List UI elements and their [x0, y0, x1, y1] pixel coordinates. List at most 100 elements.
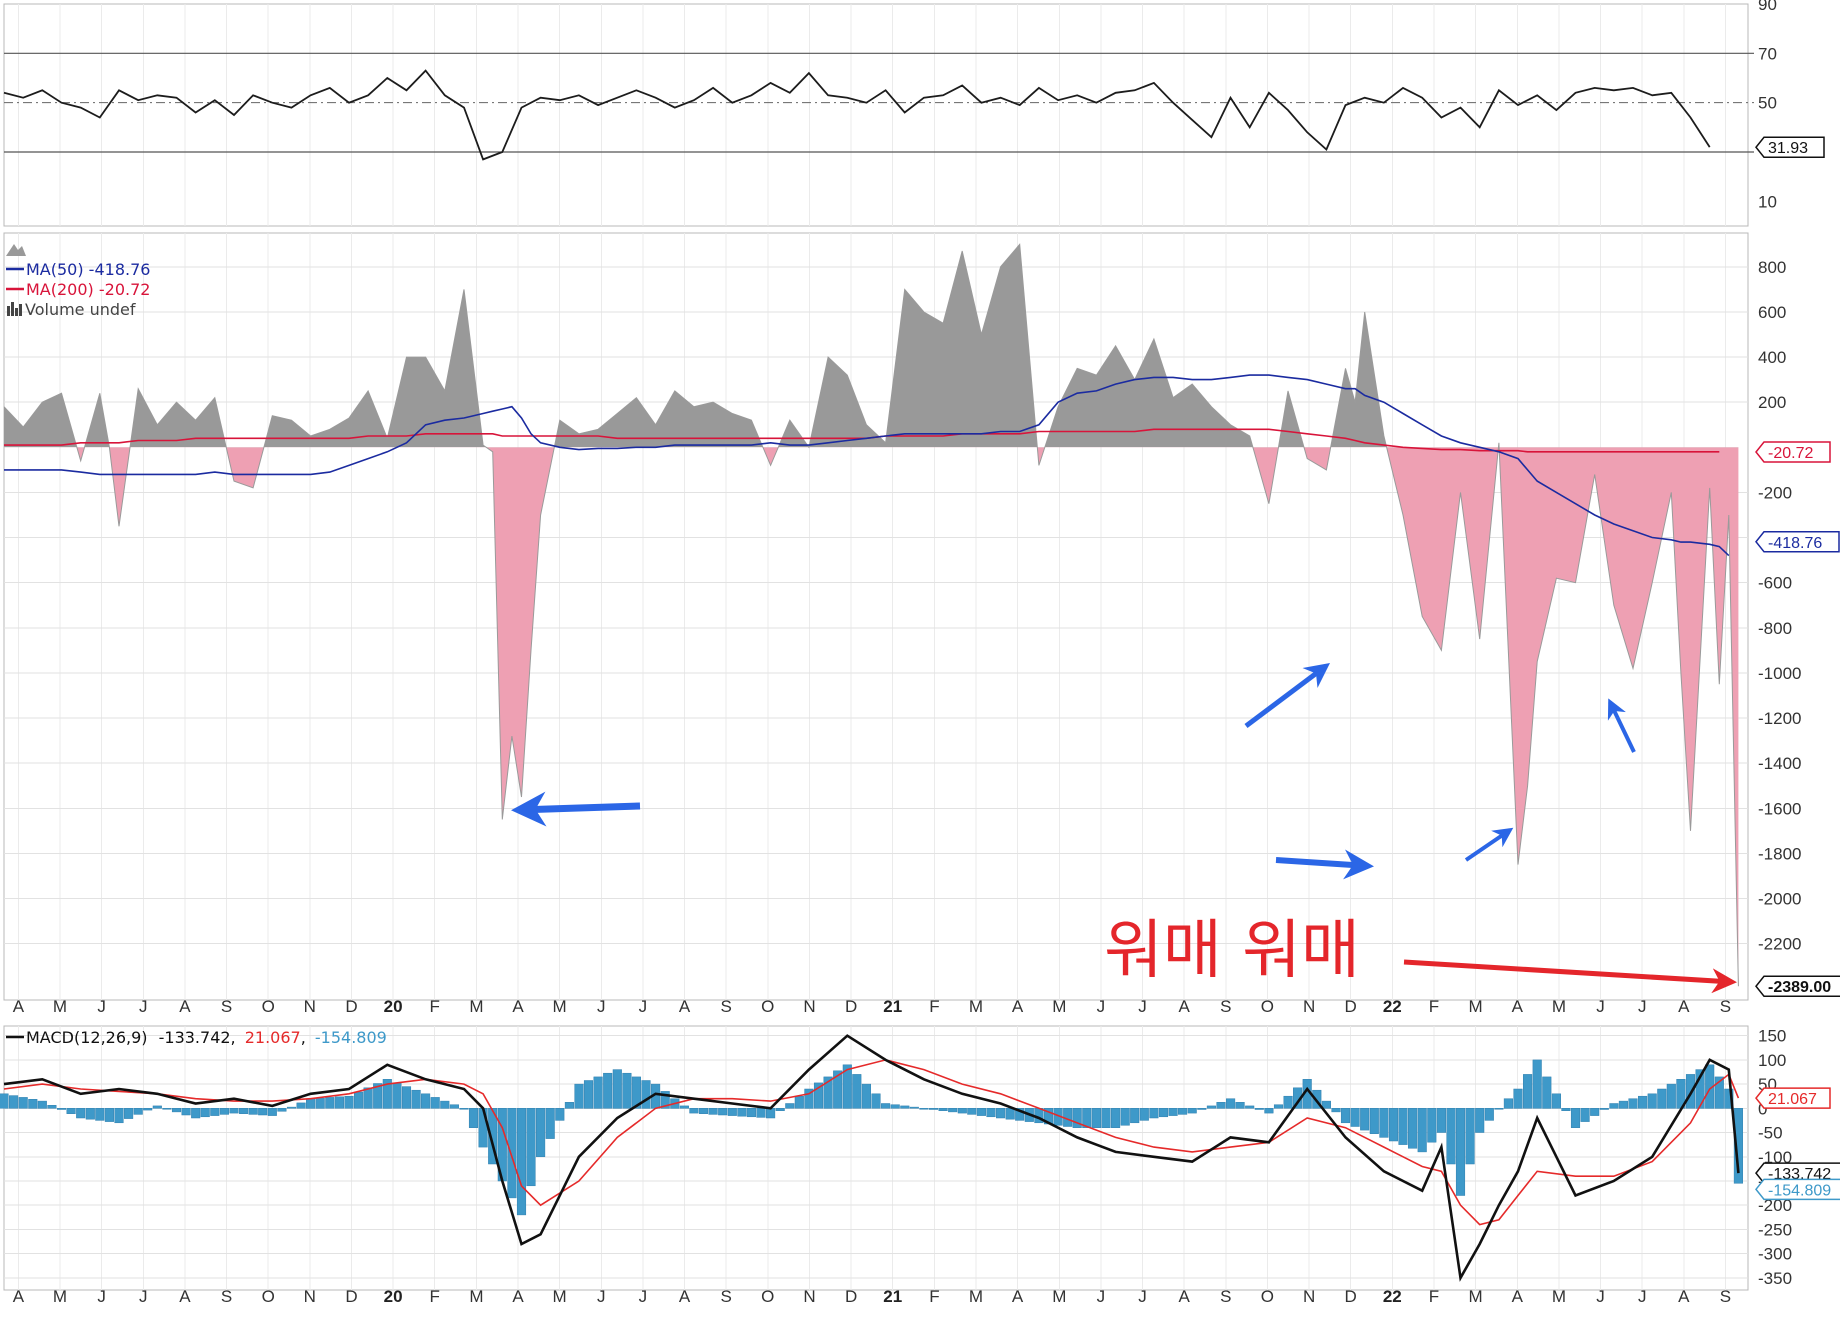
histogram-bar — [152, 1105, 162, 1109]
month-label-macd: M — [469, 1287, 483, 1306]
month-label-price: A — [13, 997, 25, 1016]
histogram-bar — [1532, 1059, 1542, 1109]
month-label-macd: M — [1469, 1287, 1483, 1306]
histogram-bar — [18, 1097, 28, 1109]
histogram-bar — [1455, 1108, 1466, 1196]
price-tick: -600 — [1758, 574, 1792, 593]
macd-frame — [3, 1025, 1749, 1291]
blue-arrow-1 — [511, 791, 641, 827]
histogram-bar — [1178, 1108, 1188, 1115]
histogram-bar — [1666, 1083, 1676, 1109]
histogram-bar — [679, 1105, 689, 1109]
price-tick: -1000 — [1758, 664, 1801, 683]
macd-tick: 100 — [1758, 1051, 1786, 1070]
histogram-bar — [488, 1108, 498, 1165]
histogram-bar — [1609, 1103, 1619, 1109]
rsi-last-tag: 31.93 — [1768, 140, 1808, 157]
histogram-bar — [1398, 1108, 1408, 1145]
blue-arrow-2 — [1244, 663, 1330, 728]
ma50-line — [4, 374, 1730, 557]
month-label-macd: J — [1638, 1287, 1647, 1306]
month-label-price: D — [345, 997, 357, 1016]
histogram-bar — [574, 1083, 584, 1109]
price-tick: -2200 — [1758, 935, 1801, 954]
histogram-bar — [258, 1108, 268, 1116]
price-tick: 200 — [1758, 393, 1786, 412]
histogram-bar — [1427, 1108, 1437, 1143]
histogram-bar — [1369, 1108, 1379, 1134]
macd-tick: 150 — [1758, 1027, 1786, 1046]
histogram-bar — [1340, 1108, 1351, 1124]
month-label-macd: F — [929, 1287, 939, 1306]
month-label-macd: O — [1261, 1287, 1274, 1306]
price-tick: -1800 — [1758, 844, 1801, 863]
histogram-bar — [1408, 1108, 1418, 1149]
ma50-tag-box — [1755, 531, 1840, 553]
month-label-macd: J — [139, 1287, 148, 1306]
histogram-bar — [56, 1108, 67, 1110]
price-panel: 800600400200-200-400-600-800-1000-1200-1… — [3, 232, 1840, 1001]
last-price-tag: -2389.00 — [1768, 979, 1831, 996]
histogram-bar — [1628, 1098, 1638, 1109]
histogram-bar — [1590, 1108, 1600, 1116]
histogram-bar — [746, 1108, 756, 1118]
histogram-bar — [277, 1108, 287, 1112]
histogram-bar — [1618, 1100, 1628, 1109]
histogram-bar — [334, 1096, 344, 1109]
price-tick: -1600 — [1758, 799, 1801, 818]
month-label-macd: 20 — [384, 1287, 403, 1306]
month-label-price: M — [553, 997, 567, 1016]
month-label-price: S — [1220, 997, 1231, 1016]
month-label-price: O — [262, 997, 275, 1016]
svg-text:MACD(12,26,9) -133.742,: MACD(12,26,9) -133.742, 21.067, -154.809 — [26, 1028, 387, 1047]
histogram-bar — [631, 1076, 641, 1109]
month-label-macd: N — [1303, 1287, 1315, 1306]
histogram-bar — [1599, 1108, 1609, 1110]
histogram-bar — [1714, 1076, 1724, 1109]
signal-tag-box — [1755, 1087, 1831, 1109]
histogram-bar — [1542, 1076, 1552, 1109]
volume-bars-icon — [7, 302, 22, 316]
month-label-macd: J — [639, 1287, 648, 1306]
histogram-bar — [1350, 1108, 1360, 1127]
month-label-price: N — [304, 997, 316, 1016]
macd-tick: -300 — [1758, 1245, 1792, 1264]
macd-tick: -50 — [1758, 1124, 1783, 1143]
annotations: 워매 워매 — [511, 663, 1737, 994]
macd-tick: -200 — [1758, 1196, 1792, 1215]
histogram-bar — [881, 1103, 891, 1109]
blue-arrow-4 — [1464, 827, 1514, 862]
histogram-bar — [325, 1097, 335, 1109]
histogram-bar — [1283, 1095, 1293, 1109]
macd-tick: -100 — [1758, 1148, 1792, 1167]
macd-tick: -250 — [1758, 1220, 1792, 1239]
price-tick: 400 — [1758, 348, 1786, 367]
histogram-bar — [1120, 1108, 1130, 1126]
month-label-macd: A — [179, 1287, 191, 1306]
price-tick: -800 — [1758, 619, 1792, 638]
macd-line — [3, 1034, 1740, 1282]
month-label-price: A — [512, 997, 524, 1016]
histogram-bar — [1321, 1100, 1331, 1109]
histogram-bar — [124, 1108, 134, 1119]
month-label-macd: M — [53, 1287, 67, 1306]
histogram-bar — [296, 1102, 306, 1109]
price-tick: -1400 — [1758, 754, 1801, 773]
histogram-bar — [114, 1108, 124, 1124]
histogram-bar — [28, 1099, 38, 1109]
month-label-macd: M — [553, 1287, 567, 1306]
month-label-macd: S — [1220, 1287, 1231, 1306]
histogram-bar — [1494, 1108, 1504, 1110]
histogram-bar — [468, 1108, 479, 1128]
month-label-price: N — [803, 997, 815, 1016]
signal-line — [3, 1059, 1740, 1226]
month-label-price: J — [639, 997, 648, 1016]
histogram-bar — [516, 1108, 527, 1216]
ma200-line — [4, 428, 1720, 453]
macd-legend: MACD(12,26,9) -133.742, 21.067, -154.809 — [6, 1028, 387, 1047]
month-label-price: A — [179, 997, 191, 1016]
histogram-bar — [1570, 1108, 1581, 1128]
histogram-bar — [785, 1103, 795, 1109]
macd-legend-value: -133.742 — [159, 1028, 231, 1047]
